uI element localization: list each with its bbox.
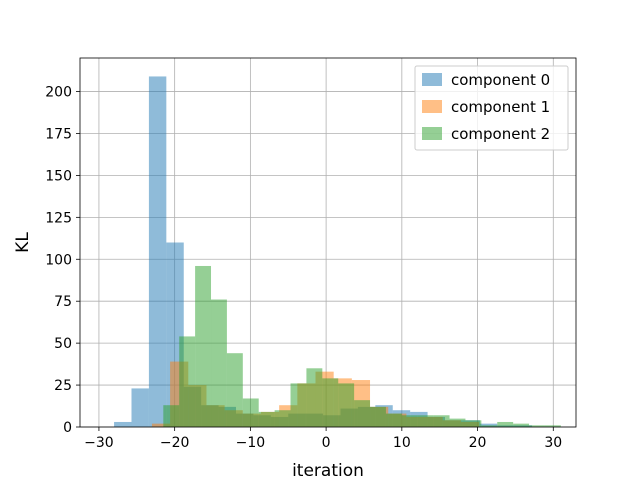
y-tick-label: 125: [45, 210, 72, 226]
y-tick-label: 100: [45, 252, 72, 268]
histogram-bar: [226, 353, 243, 427]
histogram-bar: [114, 421, 132, 427]
x-tick-label: −30: [84, 435, 114, 451]
histogram-bar: [433, 415, 450, 427]
x-axis-label: iteration: [292, 461, 364, 480]
histogram-bar: [354, 400, 371, 427]
histogram-bar: [258, 411, 275, 427]
y-tick-label: 150: [45, 168, 72, 184]
legend-box: [414, 65, 569, 151]
histogram-bar: [274, 410, 291, 427]
histogram-bar: [195, 265, 212, 427]
histogram-bar: [481, 425, 498, 427]
y-tick-label: 25: [54, 378, 72, 394]
x-tick-label: 10: [393, 435, 411, 451]
histogram-bar: [163, 405, 180, 427]
histogram-bar: [306, 368, 323, 427]
histogram-bar: [385, 413, 402, 427]
histogram-bar: [148, 76, 167, 427]
y-tick-label: 200: [45, 85, 72, 101]
x-axis-ticks: −30 −20 −10 0 10 20 30: [84, 427, 562, 451]
y-tick-label: 0: [63, 420, 72, 436]
histogram-bar: [465, 420, 482, 427]
histogram-bar: [179, 336, 196, 427]
y-axis-ticks: 0 25 50 75 100 125 150 175 200: [45, 85, 80, 436]
x-tick-label: 30: [544, 435, 562, 451]
histogram-bar: [322, 378, 339, 427]
x-tick-label: 0: [322, 435, 331, 451]
legend: component 0 component 1 component 2: [414, 65, 569, 151]
y-tick-label: 175: [45, 126, 72, 142]
legend-swatch: [422, 127, 442, 140]
histogram-bar: [497, 421, 514, 427]
series-2-bars: [163, 265, 561, 427]
legend-label: component 2: [451, 125, 550, 143]
legend-label: component 0: [451, 71, 550, 89]
histogram-bar: [529, 425, 545, 427]
x-tick-label: −10: [236, 435, 266, 451]
y-tick-label: 50: [54, 336, 72, 352]
y-tick-label: 75: [54, 294, 72, 310]
histogram-bar: [211, 299, 227, 427]
legend-label: component 1: [451, 98, 550, 116]
histogram-bar: [544, 425, 561, 427]
histogram-bar: [290, 383, 307, 427]
legend-swatch: [422, 73, 442, 86]
histogram-bar: [131, 388, 149, 427]
legend-swatch: [422, 100, 442, 113]
histogram-bar: [370, 406, 386, 427]
histogram-bar: [242, 398, 259, 427]
histogram-bar: [401, 415, 418, 427]
axes-frame: [79, 57, 577, 428]
histogram-bar: [417, 415, 434, 427]
histogram-bar: [513, 423, 530, 427]
histogram-bars: [114, 76, 561, 427]
histogram-bar: [338, 383, 355, 427]
y-axis-label: KL: [13, 232, 33, 253]
histogram-bar: [449, 418, 466, 427]
x-tick-label: −20: [160, 435, 190, 451]
histogram-bar: [151, 423, 171, 427]
x-tick-label: 20: [469, 435, 487, 451]
